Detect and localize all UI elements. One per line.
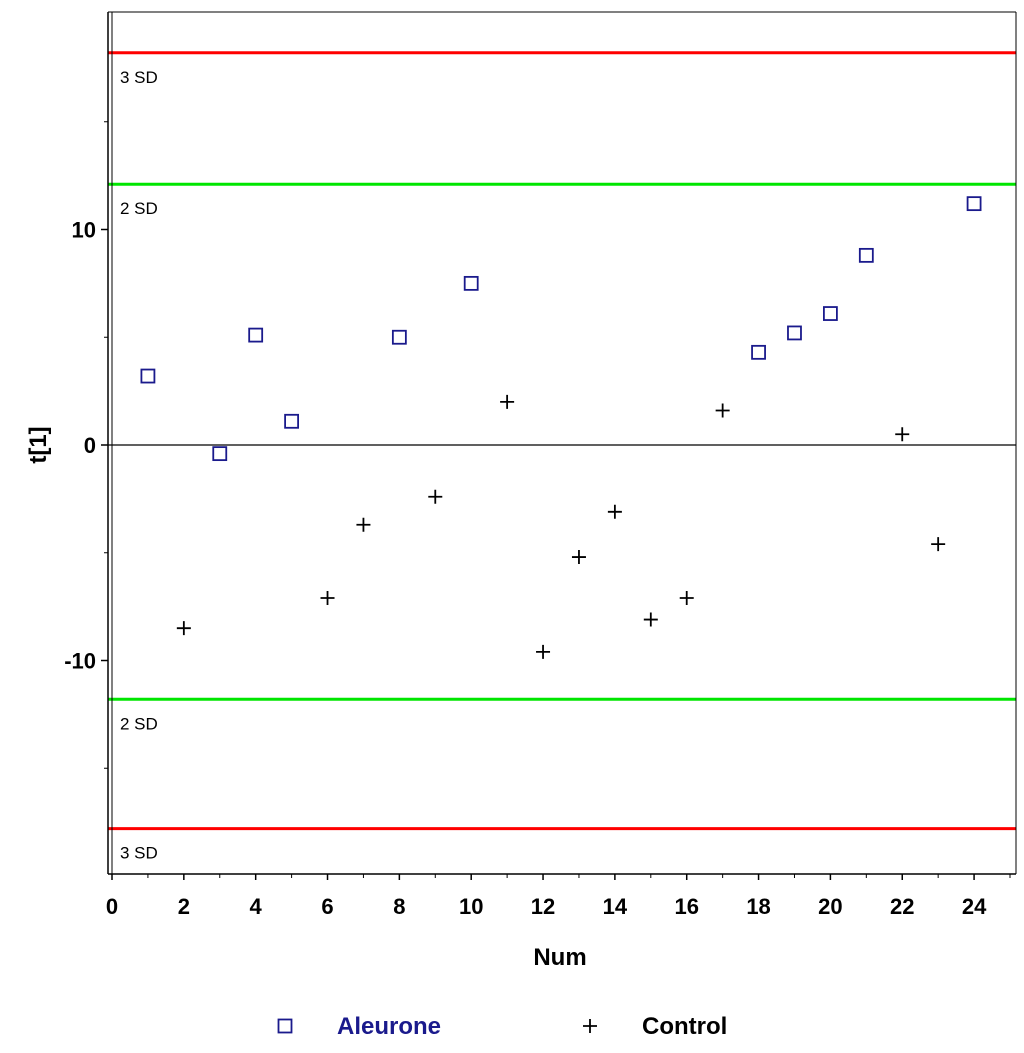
control-point xyxy=(428,489,443,504)
control-point xyxy=(500,394,515,409)
legend-label-aleurone: Aleurone xyxy=(337,1013,441,1040)
series-control xyxy=(176,394,946,659)
y-axis-label: t[1] xyxy=(25,426,52,463)
aleurone-point xyxy=(391,329,407,345)
y-tick-label: 10 xyxy=(72,218,96,243)
legend-marker-control xyxy=(583,1019,597,1033)
control-point xyxy=(931,537,946,552)
control-point xyxy=(643,612,658,627)
x-tick-label: 8 xyxy=(393,894,405,919)
x-tick-label: 14 xyxy=(603,894,628,919)
y-tick-label: 0 xyxy=(84,433,96,458)
x-tick-label: 18 xyxy=(746,894,770,919)
control-point xyxy=(320,591,335,606)
aleurone-point xyxy=(823,306,838,321)
tick-marks xyxy=(101,121,1011,880)
aleurone-point xyxy=(858,247,874,263)
control-point xyxy=(679,591,694,606)
control-point xyxy=(536,644,551,659)
legend-label-control: Control xyxy=(642,1013,727,1040)
x-tick-label: 16 xyxy=(674,894,698,919)
reference-line-label-0: 3 SD xyxy=(120,68,158,87)
reference-line-label-1: 2 SD xyxy=(120,199,158,218)
aleurone-point xyxy=(248,327,264,343)
control-point xyxy=(895,427,910,442)
control-point xyxy=(356,517,371,532)
control-point xyxy=(607,504,622,519)
reference-line-label-2: 2 SD xyxy=(120,714,158,733)
x-axis-label: Num xyxy=(533,944,586,971)
aleurone-point xyxy=(284,413,300,429)
x-tick-label: 4 xyxy=(250,894,263,919)
x-tick-label: 10 xyxy=(459,894,483,919)
x-tick-label: 20 xyxy=(818,894,842,919)
aleurone-point xyxy=(463,275,479,291)
aleurone-point xyxy=(140,368,156,384)
y-tick-label: -10 xyxy=(64,649,96,674)
control-point xyxy=(571,550,586,565)
aleurone-point xyxy=(212,446,228,462)
control-point xyxy=(176,621,191,636)
legend: Aleurone Control xyxy=(277,1013,727,1040)
x-tick-label: 24 xyxy=(962,894,987,919)
x-tick-label: 22 xyxy=(890,894,914,919)
aleurone-point xyxy=(751,344,766,360)
reference-line-label-3: 3 SD xyxy=(120,844,158,863)
control-point xyxy=(715,403,730,418)
aleurone-point xyxy=(787,325,802,341)
x-tick-label: 0 xyxy=(106,894,118,919)
reference-lines: 3 SD 2 SD 2 SD 3 SD xyxy=(108,51,1016,863)
aleurone-point xyxy=(966,196,982,212)
axes xyxy=(107,11,1017,875)
x-tick-label: 12 xyxy=(531,894,555,919)
x-tick-label: 6 xyxy=(321,894,333,919)
series-aleurone xyxy=(140,196,982,462)
x-tick-label: 2 xyxy=(178,894,190,919)
data-points xyxy=(140,196,982,659)
legend-marker-aleurone xyxy=(277,1018,293,1034)
